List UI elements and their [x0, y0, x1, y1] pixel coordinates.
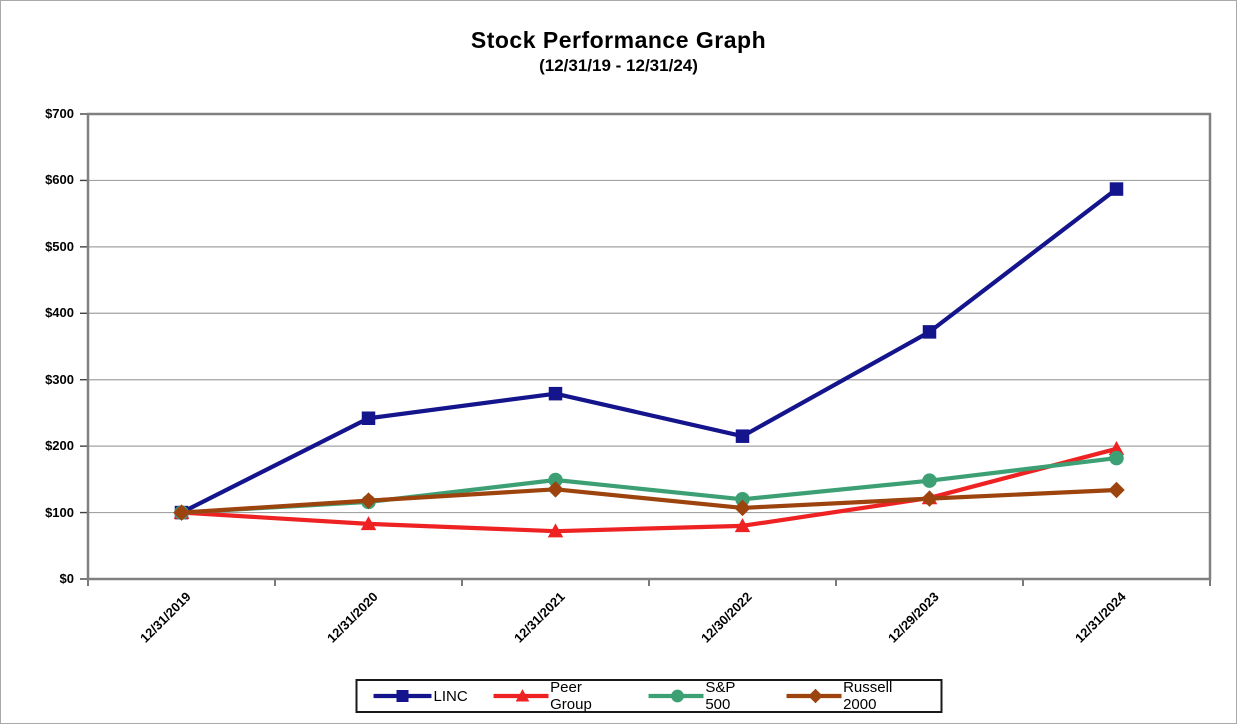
- y-tick-label: $500: [45, 238, 74, 254]
- legend-item-russell-2000: Russell 2000: [786, 679, 925, 713]
- diamond-marker: [734, 499, 751, 517]
- plot-frame: [86, 112, 1212, 581]
- legend-swatch: [648, 689, 704, 703]
- legend-item-linc: LINC: [373, 687, 468, 705]
- y-tick-label: $100: [45, 504, 74, 520]
- series-line-linc: [179, 186, 1119, 515]
- triangle-marker: [1108, 441, 1125, 456]
- circle-marker: [1109, 450, 1124, 466]
- title-block: Stock Performance Graph (12/31/19 - 12/3…: [1, 27, 1236, 76]
- legend-label: Peer Group: [550, 679, 592, 713]
- chart-title: Stock Performance Graph: [470, 27, 767, 53]
- y-tick-label: $300: [45, 371, 74, 387]
- square-marker: [396, 690, 409, 702]
- legend-label: LINC: [433, 687, 468, 705]
- legend-label: S&P 500: [705, 679, 736, 713]
- legend: LINC Peer Group S&P 500 Russell 2000: [355, 679, 943, 713]
- y-tick-label: $700: [45, 106, 74, 121]
- legend-item-s-p-500: S&P 500: [648, 679, 761, 713]
- diamond-marker: [547, 481, 564, 498]
- diamond-marker: [360, 492, 377, 509]
- diamond-marker: [1108, 481, 1125, 499]
- legend-swatch: [493, 689, 549, 702]
- circle-marker: [735, 492, 750, 507]
- y-tick-label: $0: [59, 571, 74, 586]
- triangle-marker: [734, 518, 751, 533]
- series-line-russell-2000: [179, 487, 1119, 515]
- square-marker: [735, 429, 750, 443]
- circle-marker: [548, 472, 563, 488]
- y-tick-label: $400: [45, 305, 74, 321]
- triangle-marker: [360, 516, 377, 531]
- chart-subtitle: (12/31/19 - 12/31/24): [539, 56, 698, 75]
- series-line-peer-group: [179, 446, 1119, 534]
- circle-marker: [922, 473, 937, 488]
- square-marker: [1109, 182, 1124, 196]
- square-marker: [361, 411, 376, 425]
- circle-marker: [671, 689, 685, 703]
- legend-swatch: [786, 688, 842, 704]
- triangle-marker: [547, 523, 564, 538]
- square-marker: [548, 386, 563, 401]
- diamond-marker: [808, 688, 823, 704]
- diamond-marker: [921, 490, 938, 507]
- square-marker: [922, 325, 937, 339]
- diamond-marker: [173, 504, 190, 521]
- triangle-marker: [515, 689, 530, 702]
- legend-label: Russell 2000: [843, 679, 893, 713]
- legend-swatch: [373, 690, 432, 702]
- legend-item-peer-group: Peer Group: [493, 679, 623, 713]
- y-tick-label: $200: [45, 438, 74, 454]
- y-tick-label: $600: [45, 172, 74, 188]
